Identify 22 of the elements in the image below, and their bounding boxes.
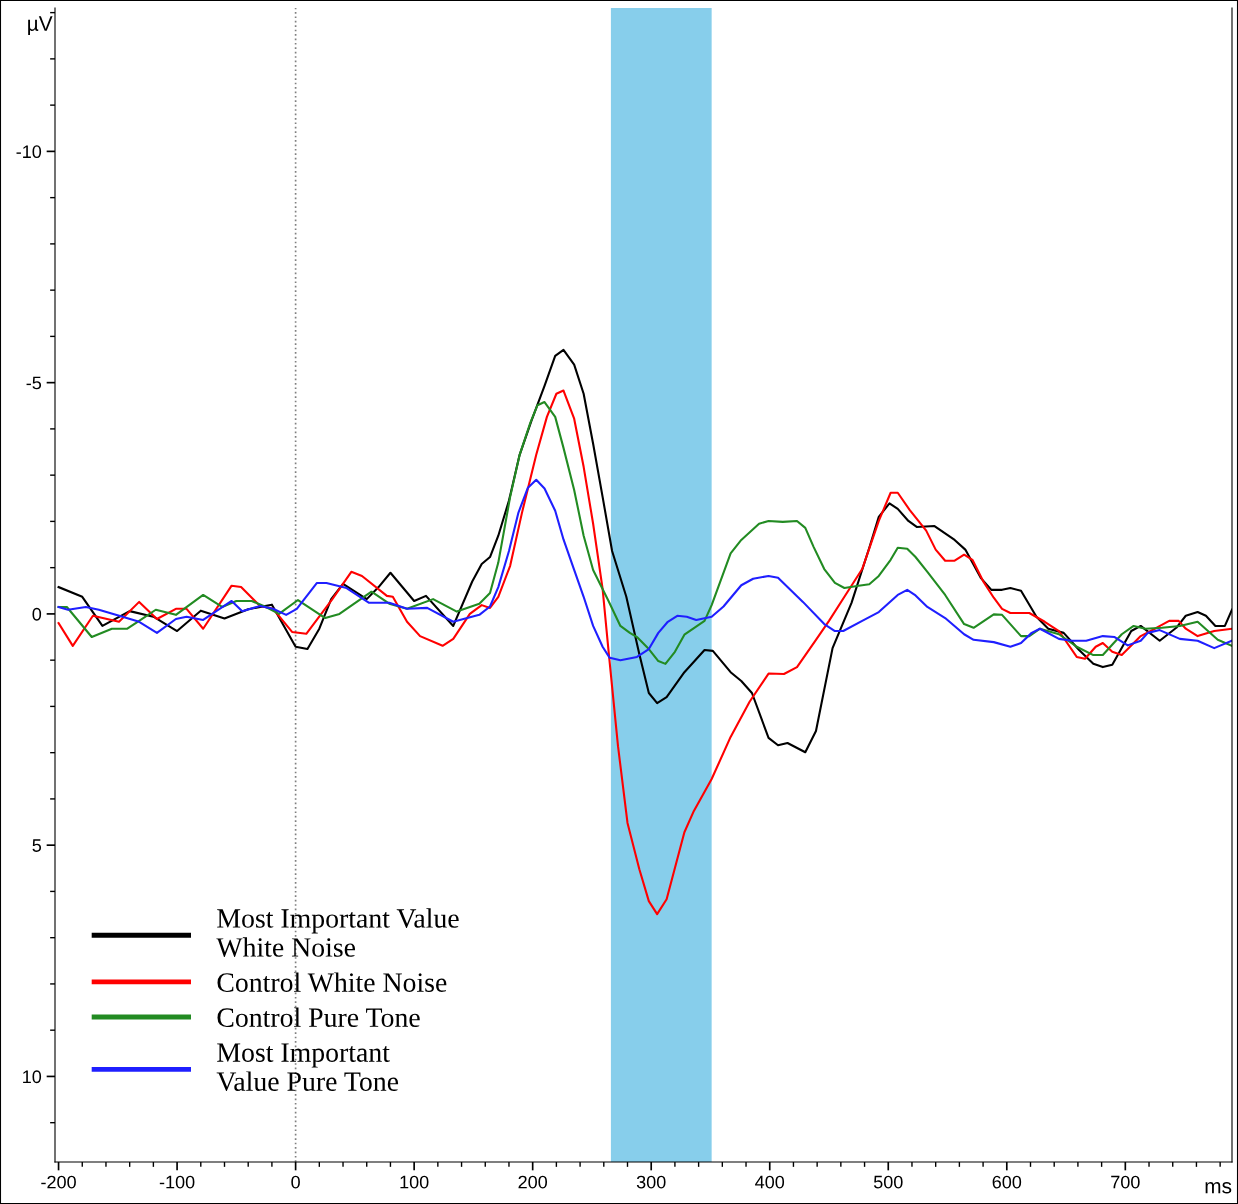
y-tick-label: 0 xyxy=(32,607,42,621)
line-series xyxy=(57,478,1232,662)
x-tick-label: 700 xyxy=(1111,1175,1140,1189)
x-tick-label: 300 xyxy=(636,1175,666,1189)
y-tick-label: -5 xyxy=(26,376,42,390)
x-tick-label: 200 xyxy=(518,1175,548,1189)
x-tick-label: 600 xyxy=(992,1175,1022,1189)
y-tick-label: 10 xyxy=(23,1070,42,1084)
legend-label: Most Important Value White Noise xyxy=(216,908,459,957)
y-axis-title: µV xyxy=(28,16,53,36)
x-tick-label: 100 xyxy=(400,1175,429,1189)
x-axis-title: ms xyxy=(1205,1182,1232,1194)
x-tick-label: 500 xyxy=(873,1175,903,1189)
x-tick-label: 400 xyxy=(755,1175,785,1189)
legend-label: Most Important Value Pure Tone xyxy=(216,1043,399,1092)
x-tick-label: -100 xyxy=(159,1175,195,1189)
legend-label: Control Pure Tone xyxy=(217,1007,420,1028)
x-tick-label: -200 xyxy=(41,1175,76,1189)
legend-label: Control White Noise xyxy=(217,972,447,993)
y-tick-label: 5 xyxy=(32,839,42,852)
y-tick-label: -10 xyxy=(16,145,42,159)
x-tick-label: 0 xyxy=(291,1175,300,1189)
